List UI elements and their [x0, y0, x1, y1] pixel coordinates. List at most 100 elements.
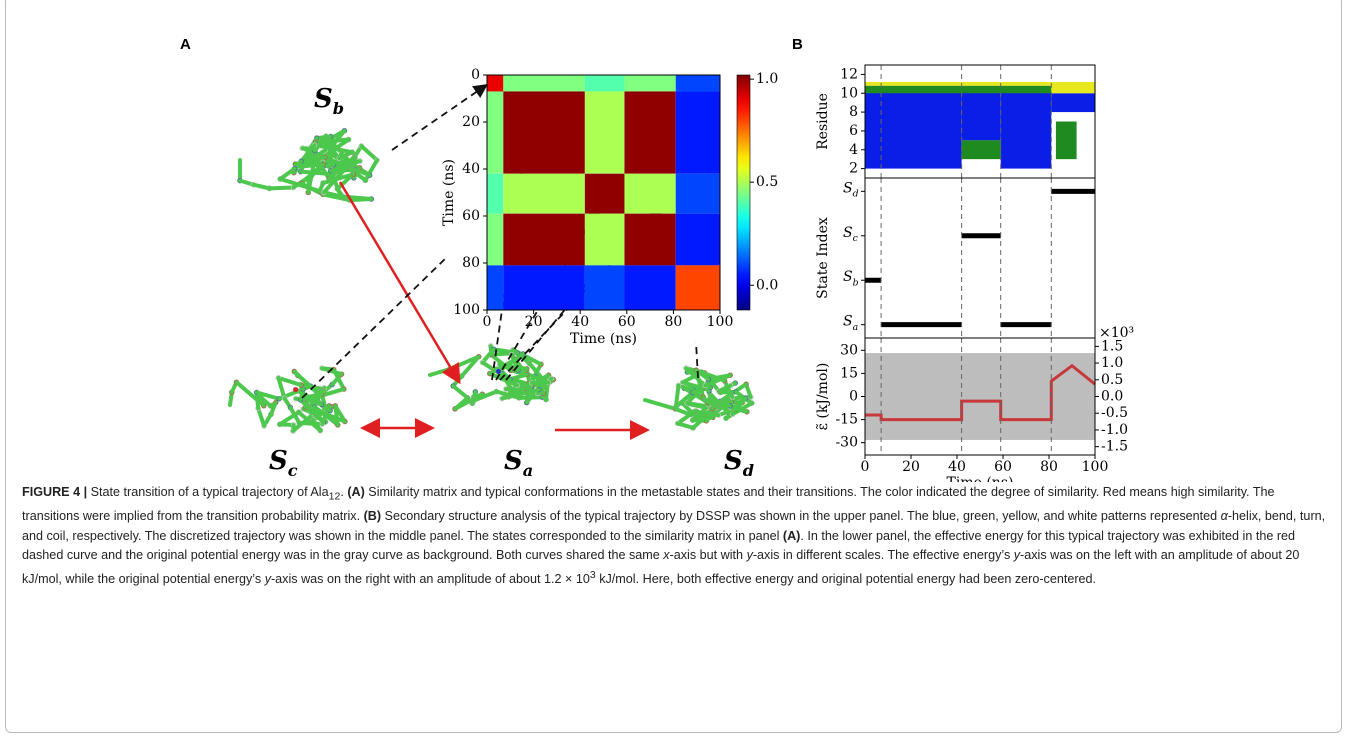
heatmap-cell — [585, 214, 625, 266]
y-tick-label: 12 — [840, 66, 858, 82]
y-tick-label: -30 — [835, 435, 858, 451]
y-tick-label: 4 — [849, 142, 858, 158]
dssp-span — [1001, 89, 1052, 169]
heatmap-cell — [487, 75, 503, 91]
heatmap-cell — [676, 75, 720, 91]
label-sub: c — [288, 461, 298, 480]
label-base: S — [843, 269, 853, 285]
label-base: S — [843, 180, 853, 196]
label-sub: b — [333, 99, 344, 118]
dssp-span — [1056, 122, 1077, 160]
heatmap-cell — [676, 265, 720, 310]
heatmap-cell — [503, 75, 585, 91]
y2-tick-label: -1.0 — [1101, 422, 1128, 438]
arrow — [302, 258, 446, 398]
y2-tick-label: 0.0 — [1101, 389, 1123, 405]
bond — [645, 400, 676, 409]
colorbar-tick-label: 0.0 — [756, 277, 778, 293]
label-base: S — [504, 446, 523, 476]
colorbar — [737, 75, 750, 310]
heatmap-cell — [676, 91, 720, 173]
atom — [350, 167, 355, 172]
caption-run: kJ/mol. Here, both effective energy and … — [596, 572, 1096, 586]
bond — [453, 386, 467, 398]
heatmap-cell — [487, 214, 503, 266]
heatmap-cell — [585, 174, 625, 214]
heatmap-cell — [487, 91, 503, 173]
y-tick-label: 100 — [453, 302, 480, 318]
colorbar-tick-label: 0.5 — [756, 174, 778, 190]
y-tick-label: 20 — [462, 114, 480, 130]
x-axis-label: Time (ns) — [570, 331, 637, 347]
heatmap-cell — [585, 91, 625, 173]
label-base: S — [314, 84, 333, 114]
dssp-span — [865, 86, 1051, 94]
atom — [715, 404, 720, 409]
x-axis-label: Time (ns) — [947, 475, 1014, 482]
heatmap-cell — [624, 91, 675, 173]
y-tick-label: 8 — [849, 104, 858, 120]
caption-run: FIGURE 4 | — [22, 485, 87, 499]
y-tick-label: Sa — [843, 314, 858, 333]
heatmap-cell — [624, 174, 675, 214]
x-tick-label: 60 — [994, 459, 1012, 475]
colorbar-tick-label: 1.0 — [756, 71, 778, 87]
y2-tick-label: 1.0 — [1101, 355, 1123, 371]
x-tick-label: 80 — [1040, 459, 1058, 475]
bond — [430, 369, 450, 375]
heatmap-cell — [624, 214, 675, 266]
label-sub: d — [853, 188, 859, 199]
x-tick-label: 20 — [525, 314, 543, 330]
y-axis-label: ε̃ (kJ/mol) — [815, 363, 831, 431]
y2-unit: ×10³ — [1099, 325, 1134, 341]
label-sub: a — [853, 321, 859, 332]
label-sub: d — [743, 461, 754, 480]
y-tick-label: Sd — [843, 180, 859, 199]
atom — [496, 369, 501, 374]
y-axis-label: Time (ns) — [441, 159, 457, 226]
plot-frame — [865, 178, 1095, 338]
y-axis-label: Residue — [815, 93, 831, 150]
caption-run: -axis was on the right with an amplitude… — [271, 572, 590, 586]
heatmap-cell — [503, 91, 585, 173]
caption-run: (B) — [364, 509, 381, 523]
dssp-span — [962, 140, 1001, 159]
y-tick-label: 0 — [849, 389, 858, 405]
y-tick-label: 0 — [471, 67, 480, 83]
label-sub: b — [853, 277, 859, 288]
label-base: S — [269, 446, 288, 476]
caption-run: -axis in different scales. The effective… — [753, 548, 1014, 562]
y-tick-label: Sc — [843, 225, 859, 244]
y-tick-label: 6 — [849, 123, 858, 139]
heatmap-cell — [487, 265, 503, 310]
dssp-span — [865, 82, 1051, 86]
y-tick-label: 60 — [462, 208, 480, 224]
x-tick-label: 40 — [948, 459, 966, 475]
x-tick-label: 60 — [618, 314, 636, 330]
panel-label: A — [180, 36, 191, 53]
x-tick-label: 100 — [707, 314, 734, 330]
caption-run: α — [1221, 509, 1228, 523]
y2-tick-label: 0.5 — [1101, 372, 1123, 388]
x-tick-label: 0 — [483, 314, 492, 330]
y-axis-label: State Index — [815, 217, 831, 299]
heatmap-cell — [676, 214, 720, 266]
heatmap-cell — [487, 174, 503, 214]
bond — [299, 423, 322, 424]
state-label: Sb — [314, 84, 344, 118]
heatmap-cell — [585, 75, 625, 91]
caption-run: (A) — [783, 529, 800, 543]
potential-energy-band — [865, 353, 1095, 440]
y-tick-label: -15 — [835, 412, 858, 428]
label-base: S — [724, 446, 743, 476]
x-tick-label: 0 — [861, 459, 870, 475]
y-tick-label: 2 — [849, 161, 858, 177]
y-tick-label: 10 — [840, 85, 858, 101]
heatmap-cell — [503, 214, 585, 266]
caption-run: -axis but with — [670, 548, 747, 562]
caption-run: State transition of a typical trajectory… — [87, 485, 329, 499]
label-base: S — [843, 314, 853, 330]
dssp-span — [1051, 93, 1095, 112]
heatmap-cell — [503, 265, 585, 310]
